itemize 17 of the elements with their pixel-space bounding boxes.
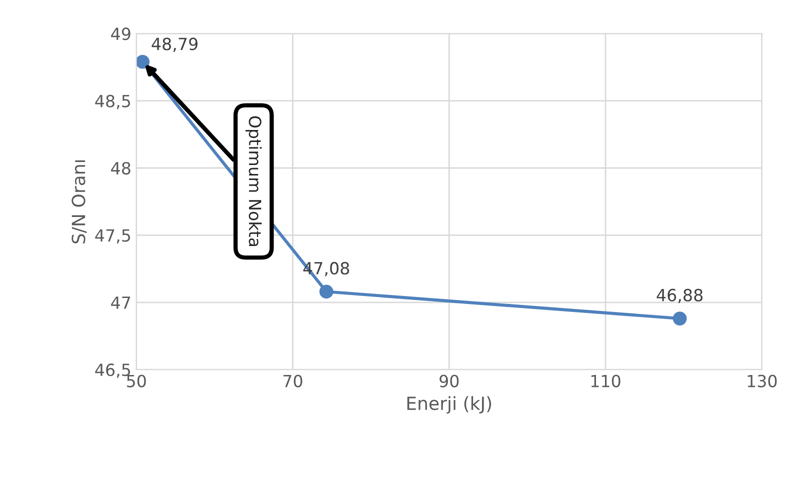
y-tick-label: 48,5: [95, 94, 130, 110]
y-axis-title: S/N Oranı: [72, 160, 87, 244]
annotation: Optimum Nokta: [246, 116, 262, 246]
y-tick-label: 47: [111, 296, 130, 309]
point: [136, 54, 150, 69]
y-tick-label: 47,5: [95, 229, 130, 244]
x-tick-label: 70: [283, 374, 302, 388]
y-tick-label: 49: [111, 28, 130, 40]
point: [319, 284, 334, 299]
y-tick-label: 48: [111, 162, 130, 175]
x-tick-label: 130: [748, 374, 777, 388]
data-label: 48,79: [152, 38, 198, 52]
x-axis-title: Enerji (kJ): [407, 396, 492, 414]
data-label: 46,88: [656, 288, 703, 304]
point: [672, 312, 687, 326]
x-tick-label: 90: [440, 374, 459, 388]
x-tick-label: 110: [591, 374, 620, 388]
